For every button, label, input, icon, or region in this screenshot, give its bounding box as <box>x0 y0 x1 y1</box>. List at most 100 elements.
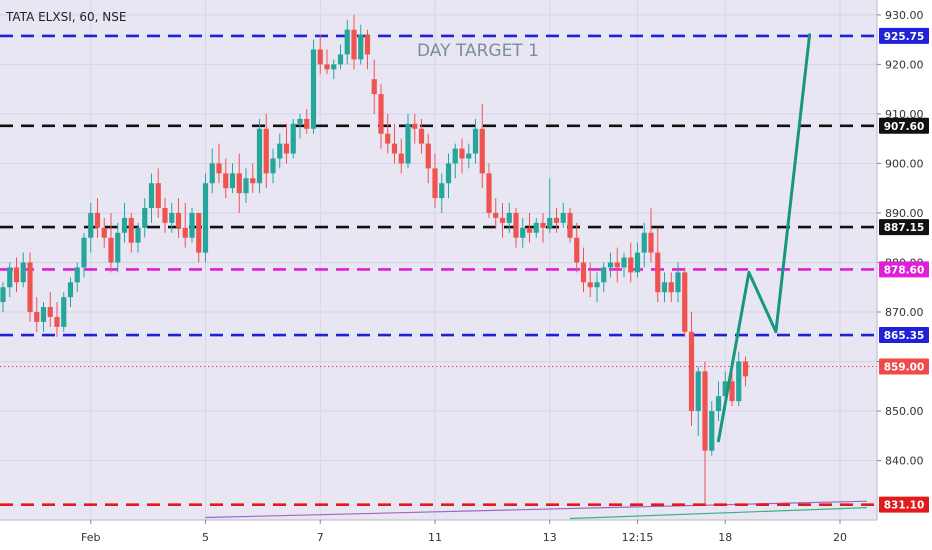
candle <box>162 198 168 233</box>
candle-body <box>398 153 404 164</box>
candle <box>175 198 182 238</box>
candle-body <box>695 371 701 412</box>
candle-body <box>189 212 195 238</box>
candle <box>297 113 303 139</box>
candle <box>398 138 404 174</box>
candle <box>277 133 283 169</box>
candle-body <box>526 227 533 233</box>
candle <box>628 242 634 283</box>
candle <box>479 104 485 189</box>
candle <box>290 118 296 159</box>
candle <box>668 272 674 303</box>
candle-body <box>587 282 593 288</box>
candle-body <box>506 212 512 223</box>
candle-body <box>13 267 20 283</box>
candle <box>682 267 688 337</box>
day-target-annotation[interactable]: DAY TARGET 1 <box>417 41 539 61</box>
candle-body <box>67 282 74 298</box>
trendline[interactable] <box>569 507 868 520</box>
candle <box>540 212 546 243</box>
level-label: 925.75 <box>879 27 929 44</box>
candle-body <box>742 361 749 377</box>
candle-body <box>405 123 411 164</box>
candle <box>439 173 445 213</box>
candle <box>337 44 344 70</box>
level-label-box <box>879 261 929 278</box>
candle-body <box>121 217 128 233</box>
x-tick-label: 5 <box>202 531 209 544</box>
y-tick-label: 910.00 <box>885 108 924 121</box>
candle <box>317 34 323 75</box>
candle-body <box>40 307 47 322</box>
candle <box>81 232 87 278</box>
candle <box>695 366 701 436</box>
plot-area[interactable] <box>0 0 877 520</box>
y-tick-label: 900.00 <box>885 157 924 170</box>
candle-body <box>169 212 175 223</box>
candle <box>270 148 276 184</box>
candle <box>243 168 249 204</box>
x-tick-label: 7 <box>317 531 324 544</box>
chart-title: TATA ELXSI, 60, NSE <box>5 10 126 24</box>
level-label-text: 878.60 <box>884 264 925 276</box>
candle <box>47 292 53 327</box>
candle-body <box>364 34 371 55</box>
candle <box>263 113 269 189</box>
candle-body <box>128 217 134 243</box>
candle <box>13 257 20 293</box>
candle-body <box>142 208 148 228</box>
candle <box>391 123 398 164</box>
candle-body <box>216 163 222 174</box>
candle <box>715 381 722 421</box>
candle <box>20 252 26 288</box>
candle <box>709 401 715 456</box>
x-tick-label: 11 <box>428 531 442 544</box>
candle-body <box>135 227 141 243</box>
candle-body <box>709 411 715 451</box>
candle-body <box>418 128 425 144</box>
candle-body <box>378 94 384 134</box>
candle <box>486 163 492 218</box>
candle-body <box>702 371 708 451</box>
candle-body <box>47 307 53 317</box>
candle <box>412 113 418 144</box>
candle <box>499 203 506 238</box>
level-label-box <box>879 219 929 236</box>
candle-body <box>88 212 94 238</box>
candle <box>331 59 337 80</box>
time-axis[interactable] <box>0 520 877 550</box>
candle-body <box>499 217 506 223</box>
candle <box>324 49 330 75</box>
candle-body <box>310 49 317 129</box>
candle <box>405 113 411 169</box>
candle-body <box>250 178 256 184</box>
candle-body <box>459 148 465 159</box>
candle-body <box>641 232 647 253</box>
candle <box>304 108 310 134</box>
level-label-box <box>879 496 929 513</box>
candle <box>7 262 13 298</box>
candle <box>601 262 607 293</box>
candle <box>229 163 236 194</box>
y-tick-label: 870.00 <box>885 306 924 319</box>
candle <box>702 361 708 506</box>
candle <box>364 29 371 70</box>
candle <box>425 133 431 184</box>
candle <box>115 222 121 273</box>
candle-body <box>27 262 33 312</box>
candle-body <box>425 143 431 169</box>
projection-path[interactable] <box>717 33 812 443</box>
candle <box>101 217 107 248</box>
candle <box>614 247 620 283</box>
candle <box>607 252 614 278</box>
projection-line[interactable] <box>717 33 812 443</box>
candle-body <box>445 163 452 184</box>
candle <box>493 198 499 228</box>
x-tick-label: 12:15 <box>622 531 654 544</box>
candle-body <box>236 173 242 194</box>
candle <box>472 118 479 164</box>
candle-body <box>317 49 323 65</box>
level-label-text: 859.00 <box>884 361 925 373</box>
candle <box>54 302 60 337</box>
